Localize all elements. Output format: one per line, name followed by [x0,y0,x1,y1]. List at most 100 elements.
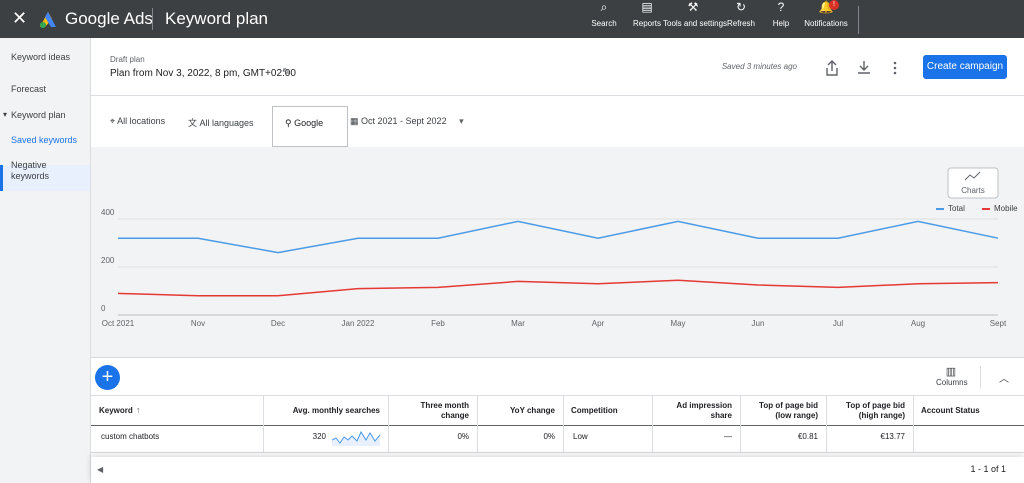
divider [858,6,859,34]
edit-icon[interactable]: ✎ [282,67,291,78]
column-divider [563,396,564,452]
table-cell: — [724,432,732,441]
x-tick-label: Jul [833,319,843,328]
toolbar-icon: 🔔 [818,0,834,14]
legend-label: Mobile [994,204,1018,213]
toolbar-icon: ▤ [641,0,653,14]
page-name: Keyword plan [165,9,269,28]
nav-item[interactable]: Saved keywords [11,135,78,145]
charts-icon [964,171,981,181]
location-filter[interactable]: ⌖ All locations [110,116,166,126]
x-tick-label: May [670,319,685,328]
toolbar-label: Search [591,19,617,28]
create-campaign-button[interactable]: Create campaign [923,55,1007,79]
y-tick-label: 400 [101,208,115,217]
divider [152,8,153,30]
table-cell: €13.77 [880,432,905,441]
nav-item[interactable]: Forecast [11,84,47,94]
nav-item[interactable]: Negative keywords [11,160,50,181]
header-icons [826,60,897,76]
chart-bg [91,147,1024,357]
plan-name: Plan from Nov 3, 2022, 8 pm, GMT+02:00 [110,68,296,79]
column-header[interactable]: Three month change [420,401,469,420]
divider [91,95,1024,96]
date-text: Oct 2021 - Sept 2022 [361,116,447,126]
x-tick-label: Feb [431,319,445,328]
notification-badge: ! [829,0,839,10]
table-cell: 0% [457,432,469,441]
column-header[interactable]: Keyword [99,406,133,415]
scroll-left[interactable]: ◀ [97,465,104,474]
plan-label: Draft plan [110,55,145,64]
language-filter[interactable]: 文 All languages [188,118,254,128]
location-text: All locations [117,116,166,126]
sparkline [332,430,381,446]
table-cell: 0% [543,432,555,441]
toolbar-icon: ↻ [735,0,747,14]
y-tick-label: 0 [101,304,106,313]
nav-item[interactable]: Keyword ideas [11,52,71,62]
table-cell: €0.81 [797,432,818,441]
collapse-button[interactable]: ︿ [999,374,1009,385]
columns-button[interactable]: ▥ Columns [936,366,968,387]
x-tick-label: Aug [911,319,925,328]
close-button[interactable]: ✕ [12,8,28,28]
column-header[interactable]: Account Status [921,406,980,415]
charts-button[interactable] [947,167,999,199]
toolbar-label: Notifications [804,19,848,28]
add-button[interactable]: + [95,365,120,390]
column-header[interactable]: Ad impression share [676,401,732,420]
x-tick-label: Apr [592,319,605,328]
column-header[interactable]: Competition [571,406,618,415]
column-divider [913,396,914,452]
legend-label: Total [948,204,965,213]
x-tick-label: Dec [271,319,285,328]
table [91,395,1024,453]
sort-arrow: ↑ [136,405,141,415]
network-text: Google [294,118,324,128]
chart-area: Charts 0 200 400 Oct 2021 Nov Dec Jan 2022 Feb M… [91,147,1024,357]
series-line [118,220,999,254]
toolbar-label: Help [772,19,790,28]
footer-bar: ◀ 1 - 1 of 1 [91,457,1024,483]
nav-item[interactable]: Keyword plan [11,110,66,120]
table-cell: Low [573,432,588,441]
column-header[interactable]: YoY change [509,406,555,415]
toolbar-label: Tools and settings [663,19,728,28]
columns-label: Columns [936,378,968,387]
column-divider [740,396,741,452]
network-filter[interactable]: ⚲ Google [272,106,348,147]
column-divider [826,396,827,452]
series-line [117,279,999,297]
toolbar-label: Refresh [726,19,755,28]
toolbar-label: Reports [632,19,661,28]
pagination: 1 - 1 of 1 [970,464,1006,474]
toolbar-icon: ? [777,0,785,14]
column-header[interactable]: Avg. monthly searches [292,406,380,415]
table-cell: custom chatbots [101,432,160,441]
side-nav: Keyword ideas Forecast ▾ Keyword plan Sa… [0,38,91,483]
selected-bg [0,165,90,191]
column-header[interactable]: Top of page bid (low range) [759,401,818,420]
header-rule [91,425,1024,426]
column-divider [388,396,389,452]
x-tick-label: Mar [511,319,525,328]
x-tick-label: Nov [191,319,205,328]
x-tick-label: Sept [990,319,1007,328]
column-header[interactable]: Top of page bid (high range) [846,401,905,420]
date-filter[interactable]: ▦ Oct 2021 - Sept 2022 ▾ [350,116,464,126]
divider [91,357,1024,358]
x-tick-label: Jun [752,319,765,328]
y-tick-label: 200 [101,256,115,265]
column-divider [477,396,478,452]
logo [40,12,56,28]
x-tick-label: Jan 2022 [342,319,375,328]
column-divider [263,396,264,452]
x-tick-label: Oct 2021 [102,319,135,328]
caret: ▾ [3,110,8,119]
column-divider [652,396,653,452]
toolbar-icon: ⌕ [600,0,608,14]
toolbar-icon: ⚒ [687,0,699,14]
table-cell: 320 [312,432,326,441]
